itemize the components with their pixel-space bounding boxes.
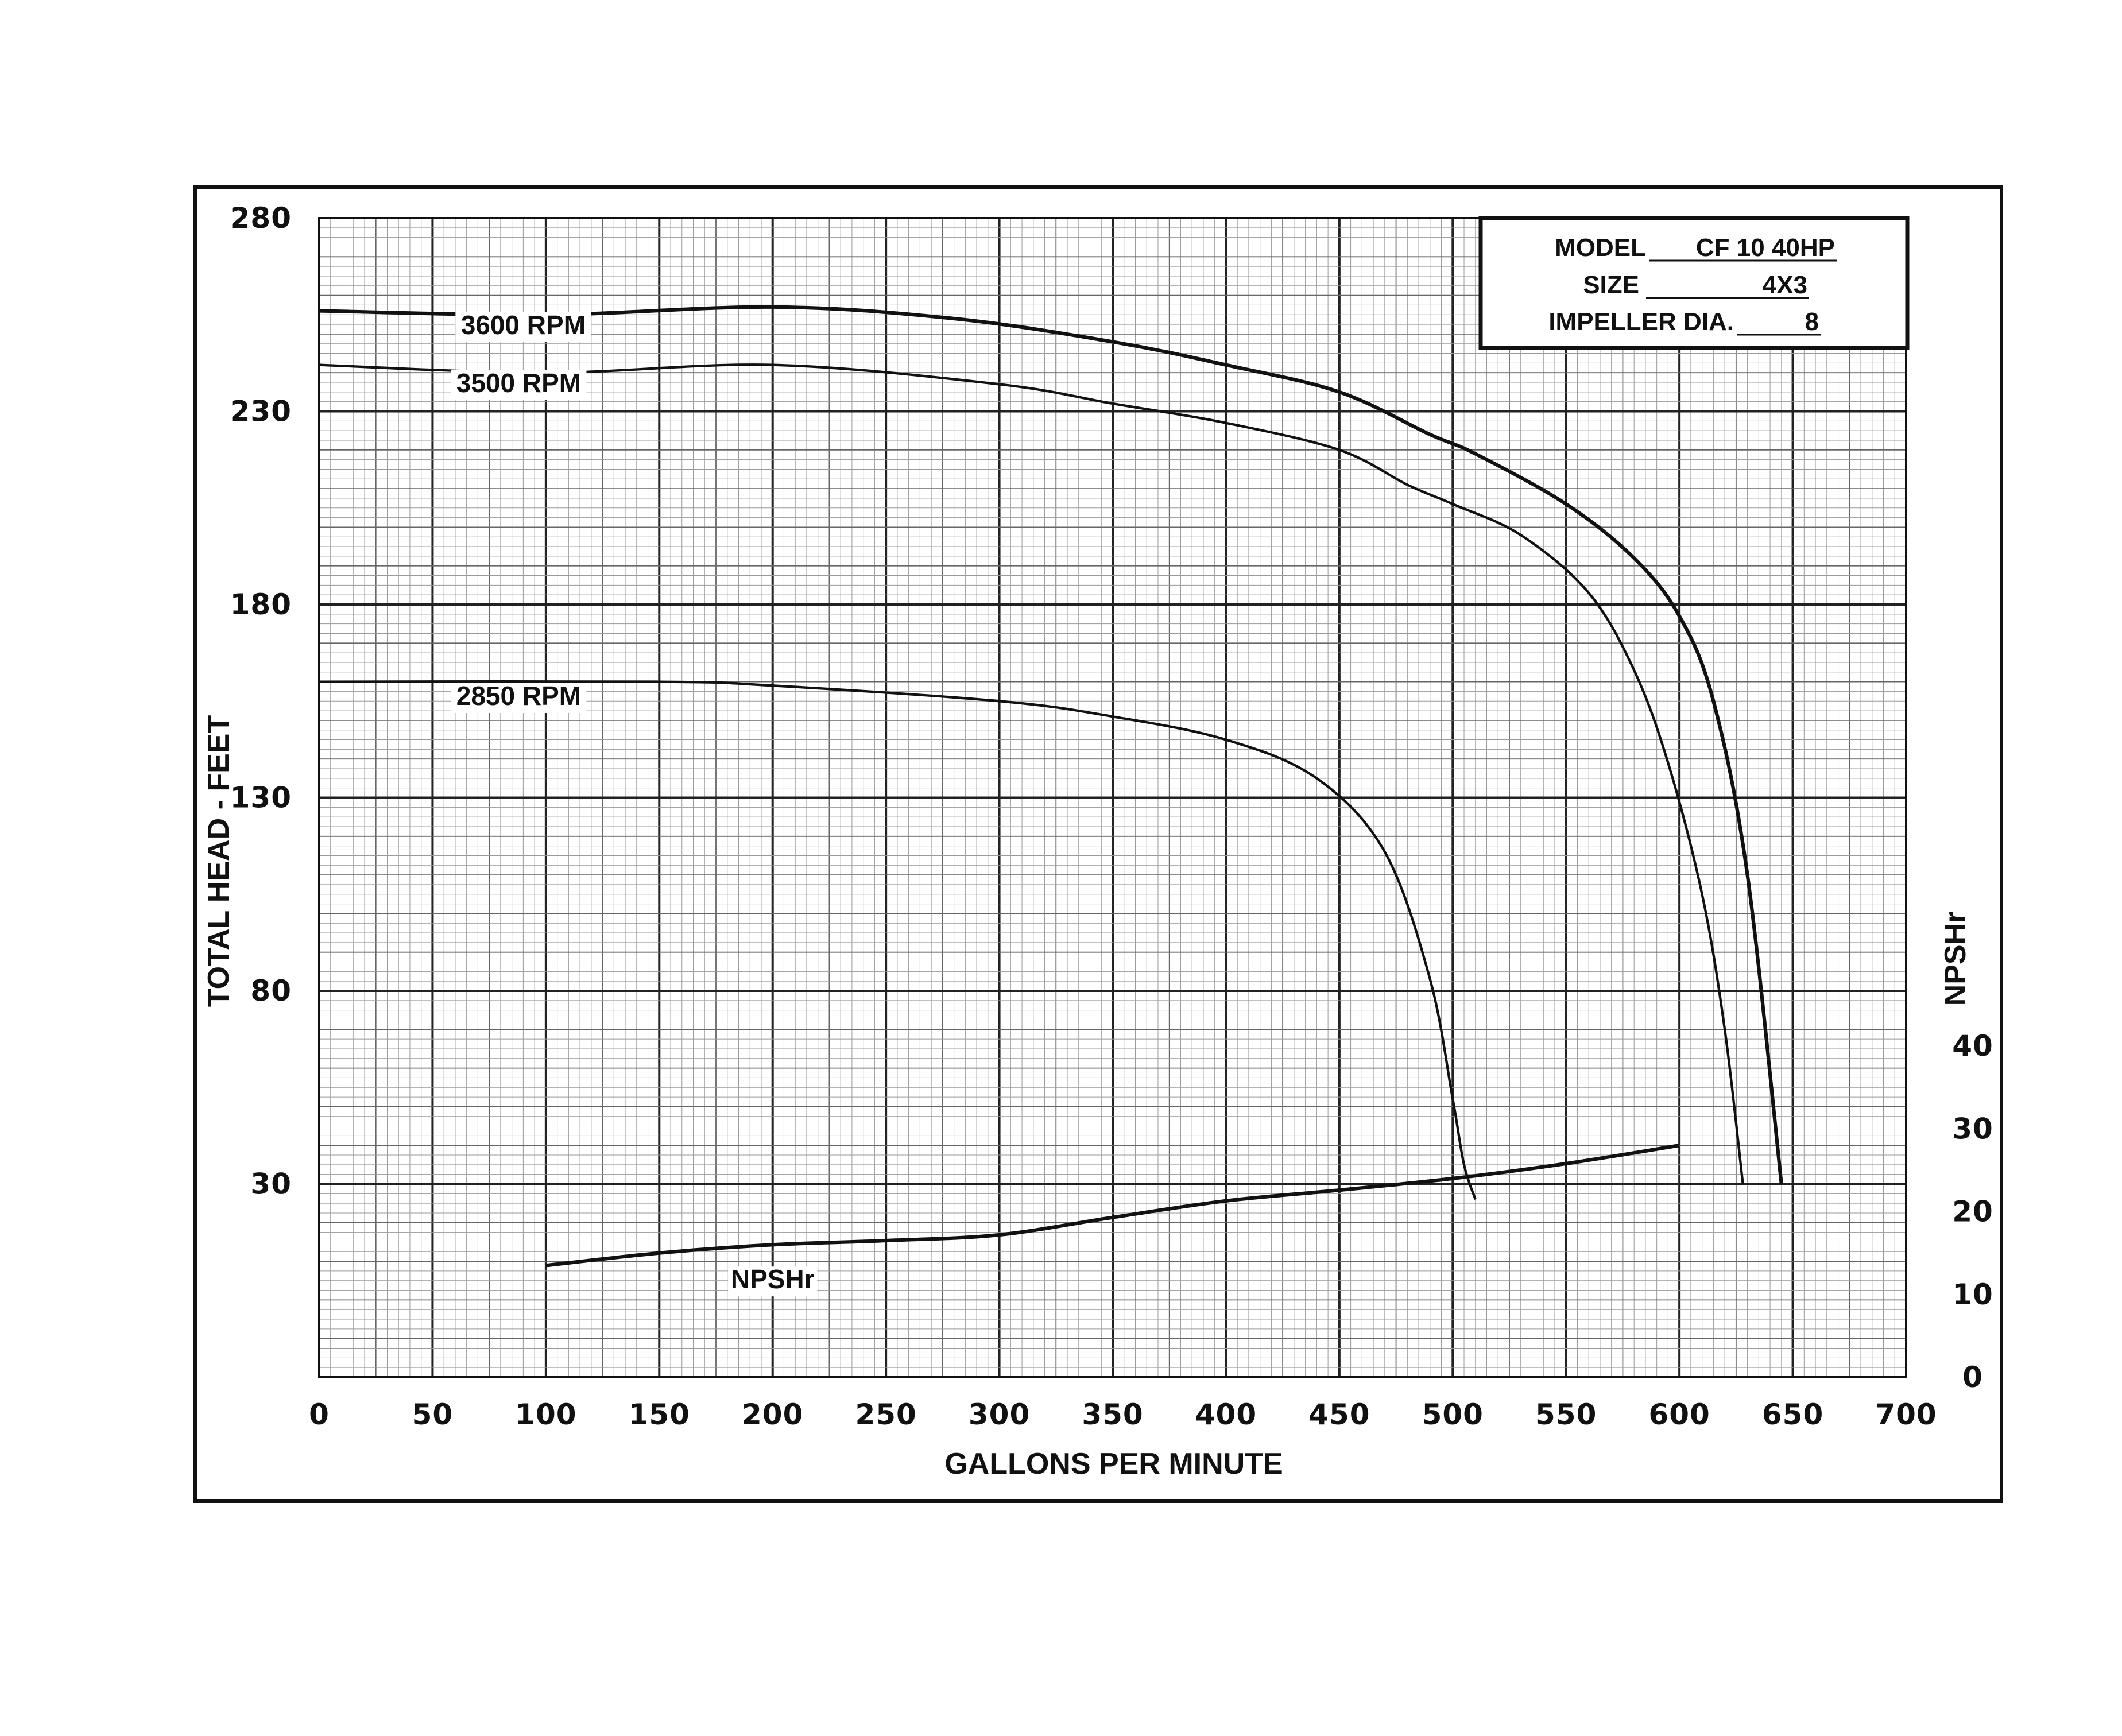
outer-frame: [193, 185, 2003, 1503]
x-tick-label: 50: [412, 1398, 454, 1431]
y2-tick-label: 30: [1952, 1112, 1993, 1145]
x-tick-label: 150: [629, 1398, 690, 1431]
curve-label: 2850 RPM: [456, 681, 581, 711]
x-tick-label: 200: [742, 1398, 803, 1431]
y-tick-label: 130: [230, 781, 292, 815]
impeller-label: IMPELLER DIA.: [1548, 308, 1734, 336]
y-tick-label: 280: [230, 202, 292, 235]
x-tick-label: 700: [1875, 1398, 1937, 1431]
y-tick-label: 30: [250, 1168, 292, 1201]
x-tick-label: 600: [1648, 1398, 1710, 1431]
y2-axis-title: NPSHr: [1939, 912, 1972, 1006]
curve-label-bg: [451, 370, 587, 400]
y-tick-label: 80: [250, 974, 292, 1008]
curve-label: 3500 RPM: [456, 368, 581, 398]
y2-tick-label: 20: [1952, 1195, 1993, 1229]
y-tick-label: 180: [230, 588, 292, 621]
x-tick-label: 0: [309, 1398, 330, 1431]
x-tick-label: 450: [1308, 1398, 1370, 1431]
model-label: MODEL: [1555, 234, 1646, 262]
curve-label-bg: [455, 312, 591, 342]
curve-label-bg: [451, 683, 587, 713]
info-box: MODEL CF 10 40HP SIZE 4X3 IMPELLER DIA. …: [1478, 216, 1910, 350]
y-axis-title: TOTAL HEAD - FEET: [202, 715, 235, 1008]
series-line-3600-rpm: [319, 305, 1783, 1184]
y2-tick-label: 40: [1952, 1029, 1993, 1063]
plot-border: [318, 217, 1907, 1378]
y-tick-label: 230: [230, 395, 292, 428]
x-tick-label: 400: [1195, 1398, 1257, 1431]
size-label: SIZE: [1583, 271, 1639, 299]
x-tick-label: 350: [1082, 1398, 1143, 1431]
y2-tick-label: 10: [1952, 1278, 1993, 1311]
tick-labels: 0 50 100 150 200 250 300 350 400 450 500 550 600 650 7…: [230, 202, 1993, 1431]
series-line-npshr: [545, 1144, 1680, 1268]
series-line-2850-rpm: [319, 680, 1477, 1200]
series-layer: [319, 305, 1783, 1268]
impeller-value: 8: [1805, 308, 1819, 336]
curve-labels: 3600 RPM 3500 RPM 2850 RPM NPSHr: [451, 310, 818, 1297]
x-tick-label: 100: [515, 1398, 576, 1431]
series-line-3500-rpm: [319, 363, 1744, 1184]
x-tick-label: 650: [1762, 1398, 1823, 1431]
curve-label: 3600 RPM: [461, 310, 586, 340]
x-tick-label: 500: [1422, 1398, 1484, 1431]
x-axis-title: GALLONS PER MINUTE: [944, 1447, 1283, 1481]
model-value: CF 10 40HP: [1696, 234, 1835, 262]
x-tick-label: 550: [1535, 1398, 1597, 1431]
size-value: 4X3: [1763, 271, 1807, 299]
curve-label: NPSHr: [731, 1264, 815, 1294]
y2-tick-label: 0: [1962, 1361, 1983, 1394]
x-tick-label: 250: [855, 1398, 916, 1431]
x-tick-label: 300: [969, 1398, 1030, 1431]
info-box-frame: [1478, 216, 1910, 350]
curve-label-bg: [728, 1266, 818, 1297]
